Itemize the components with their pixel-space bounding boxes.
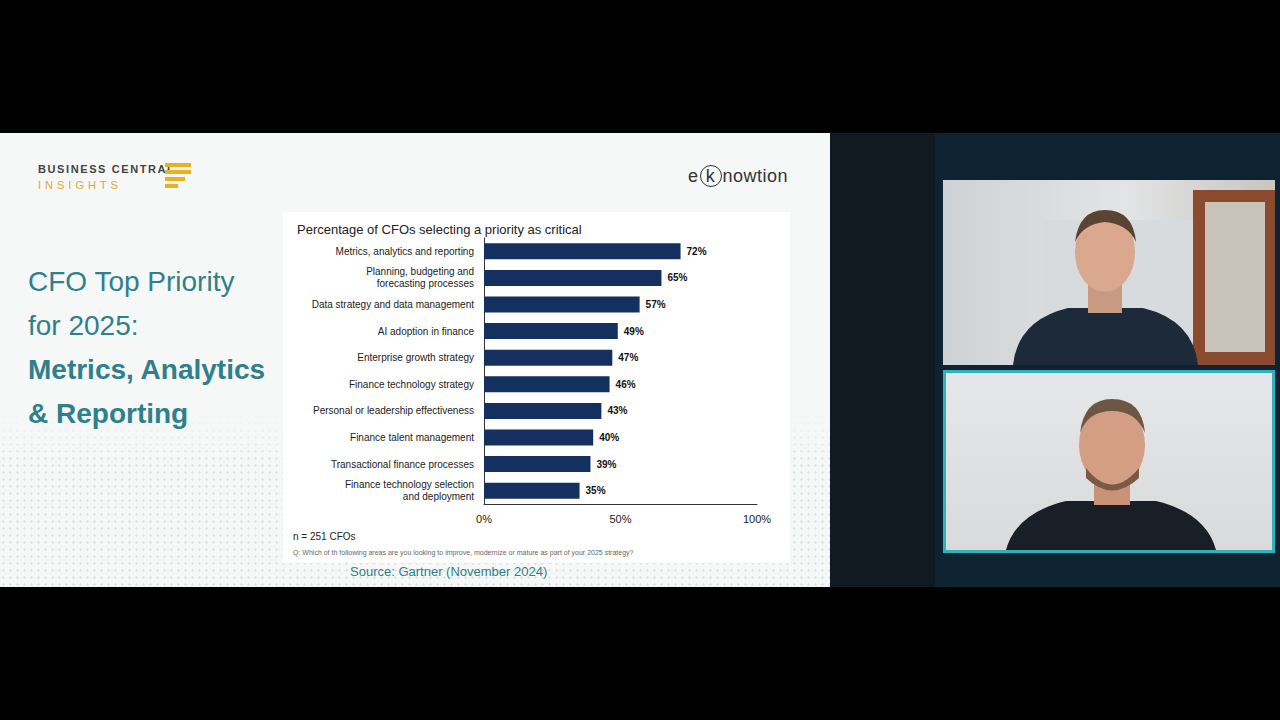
html-text:Q: Which of th following areas: Q: Which of th following areas are you l… xyxy=(293,549,634,556)
svg-text:AI adoption in finance: AI adoption in finance xyxy=(378,326,475,337)
svg-text:100%: 100% xyxy=(743,513,771,525)
svg-text:49%: 49% xyxy=(624,326,644,337)
svg-text:43%: 43% xyxy=(607,405,627,416)
svg-text:and deployment: and deployment xyxy=(403,491,474,502)
svg-text:Enterprise growth strategy: Enterprise growth strategy xyxy=(357,352,474,363)
svg-text:Finance technology strategy: Finance technology strategy xyxy=(349,379,474,390)
svg-text:40%: 40% xyxy=(599,432,619,443)
svg-text:forecasting processes: forecasting processes xyxy=(377,278,474,289)
svg-text:72%: 72% xyxy=(687,246,707,257)
html-text:Metrics, Analytics & Reporting: Metrics, Analytics & Reporting xyxy=(28,354,266,429)
svg-text:Transactional finance processe: Transactional finance processes xyxy=(331,459,474,470)
html-text:e k nowtion: e k nowtion xyxy=(688,166,789,186)
html-text:CFO Top Priority for 2025:: CFO Top Priority for 2025: xyxy=(28,266,235,341)
svg-text:Finance talent management: Finance talent management xyxy=(350,432,474,443)
svg-text:Percentage of CFOs selecting a: Percentage of CFOs selecting a priority … xyxy=(297,222,582,237)
svg-text:Finance technology selection: Finance technology selection xyxy=(345,479,474,490)
svg-text:65%: 65% xyxy=(667,272,687,283)
svg-text:46%: 46% xyxy=(616,379,636,390)
svg-text:Personal or leadership effecti: Personal or leadership effectiveness xyxy=(313,405,474,416)
svg-text:35%: 35% xyxy=(586,485,606,496)
svg-text:0%: 0% xyxy=(476,513,492,525)
svg-text:57%: 57% xyxy=(646,299,666,310)
svg-text:50%: 50% xyxy=(609,513,631,525)
svg-text:Metrics, analytics and reporti: Metrics, analytics and reporting xyxy=(336,246,474,257)
svg-text:Data strategy and data managem: Data strategy and data management xyxy=(312,299,475,310)
html-text:BUSINESS CENTRAL: BUSINESS CENTRAL xyxy=(38,163,176,175)
html-text:Source: Gartner (November 2024: Source: Gartner (November 2024) xyxy=(350,564,548,579)
svg-text:Planning, budgeting and: Planning, budgeting and xyxy=(366,266,474,277)
html-text:n = 251 CFOs: n = 251 CFOs xyxy=(293,531,356,542)
html-text:INSIGHTS: INSIGHTS xyxy=(38,179,122,191)
svg-text:47%: 47% xyxy=(618,352,638,363)
svg-text:39%: 39% xyxy=(596,459,616,470)
